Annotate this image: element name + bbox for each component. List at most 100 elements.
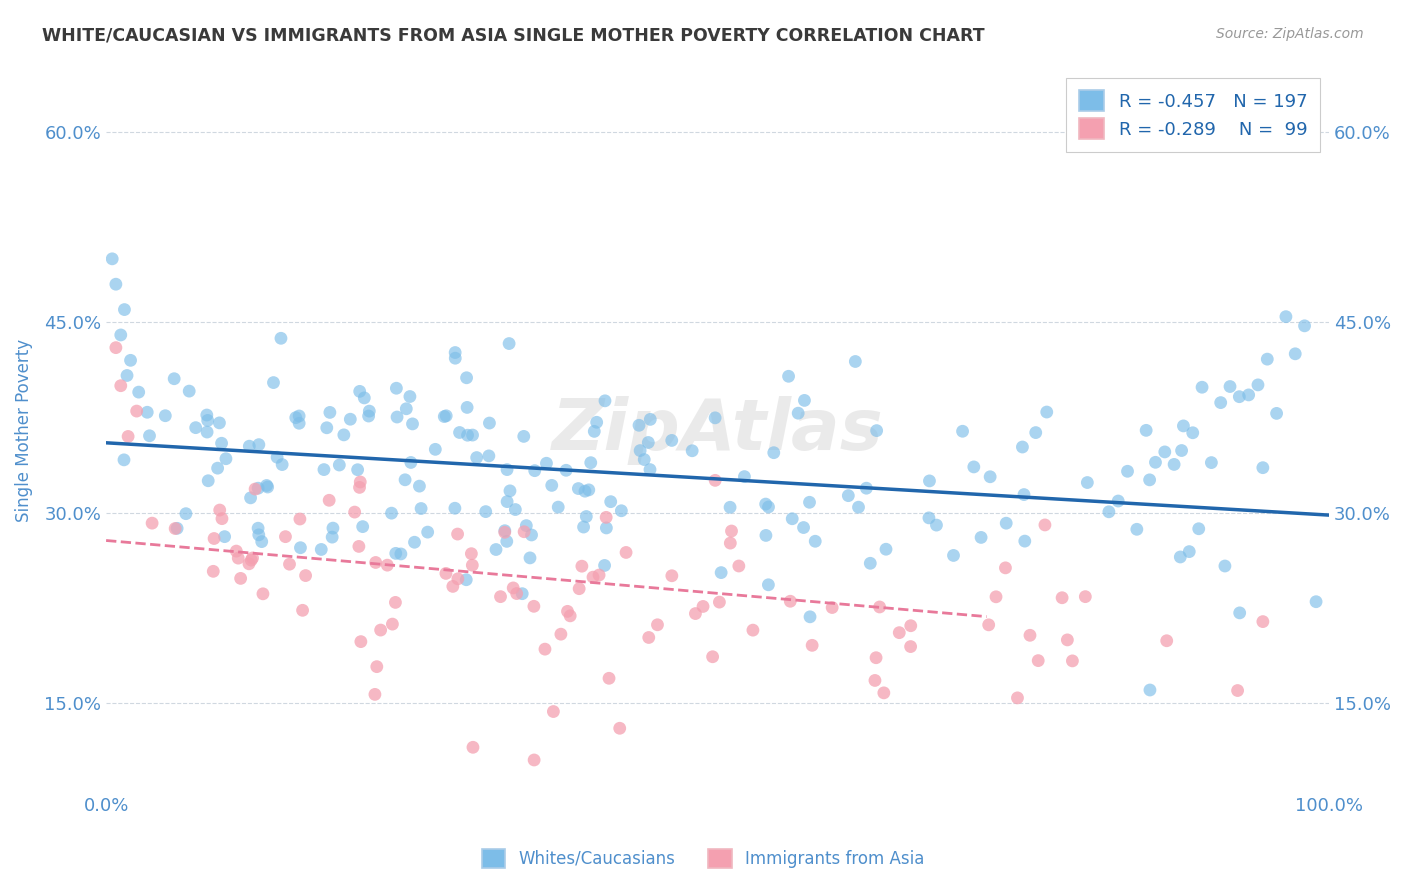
Point	[579, 456, 602, 470]
Point	[489, 590, 512, 604]
Point	[979, 469, 1001, 483]
Point	[977, 617, 1000, 632]
Point	[1213, 559, 1236, 574]
Point	[202, 532, 225, 546]
Point	[637, 631, 659, 645]
Point	[347, 540, 370, 554]
Point	[681, 443, 703, 458]
Point	[318, 493, 340, 508]
Point	[595, 521, 617, 535]
Point	[163, 372, 186, 386]
Point	[582, 570, 605, 584]
Point	[702, 649, 724, 664]
Point	[138, 429, 160, 443]
Point	[211, 436, 233, 450]
Point	[357, 409, 380, 423]
Point	[242, 551, 264, 566]
Point	[1170, 443, 1192, 458]
Point	[865, 650, 887, 665]
Point	[519, 550, 541, 565]
Point	[1116, 464, 1139, 478]
Point	[339, 412, 361, 426]
Point	[1012, 487, 1035, 501]
Point	[384, 546, 406, 560]
Point	[1256, 352, 1278, 367]
Point	[238, 557, 260, 571]
Point	[1026, 654, 1049, 668]
Point	[446, 527, 468, 541]
Point	[1076, 475, 1098, 490]
Point	[250, 534, 273, 549]
Point	[859, 556, 882, 570]
Point	[1139, 683, 1161, 698]
Point	[578, 483, 600, 497]
Point	[780, 512, 803, 526]
Point	[1144, 455, 1167, 469]
Point	[801, 638, 824, 652]
Point	[252, 587, 274, 601]
Point	[179, 384, 201, 398]
Point	[499, 483, 522, 498]
Point	[970, 530, 993, 544]
Point	[1251, 460, 1274, 475]
Point	[465, 450, 488, 465]
Point	[110, 378, 132, 392]
Point	[195, 408, 218, 422]
Point	[1237, 388, 1260, 402]
Point	[1219, 379, 1241, 393]
Point	[727, 559, 749, 574]
Point	[640, 412, 662, 426]
Point	[195, 425, 218, 439]
Point	[495, 534, 517, 549]
Point	[575, 509, 598, 524]
Point	[214, 530, 236, 544]
Point	[256, 478, 278, 492]
Point	[385, 410, 408, 425]
Point	[1181, 425, 1204, 440]
Point	[215, 451, 238, 466]
Point	[247, 521, 270, 535]
Point	[567, 482, 589, 496]
Point	[1201, 456, 1223, 470]
Point	[758, 500, 780, 514]
Point	[758, 578, 780, 592]
Point	[247, 528, 270, 542]
Point	[762, 445, 785, 459]
Point	[543, 705, 565, 719]
Point	[1191, 380, 1213, 394]
Point	[125, 404, 148, 418]
Point	[321, 530, 343, 544]
Point	[461, 558, 484, 573]
Point	[352, 519, 374, 533]
Point	[1139, 473, 1161, 487]
Point	[114, 302, 136, 317]
Point	[900, 640, 922, 654]
Point	[1173, 418, 1195, 433]
Point	[510, 587, 533, 601]
Point	[704, 474, 727, 488]
Point	[229, 571, 252, 585]
Point	[197, 413, 219, 427]
Point	[778, 369, 800, 384]
Point	[381, 617, 404, 632]
Point	[925, 518, 948, 533]
Point	[494, 525, 516, 540]
Point	[595, 510, 617, 524]
Point	[349, 475, 371, 489]
Point	[1163, 458, 1185, 472]
Point	[848, 500, 870, 515]
Point	[425, 442, 447, 457]
Point	[184, 420, 207, 434]
Point	[599, 494, 621, 508]
Point	[441, 579, 464, 593]
Point	[523, 599, 546, 614]
Point	[350, 634, 373, 648]
Point	[1275, 310, 1298, 324]
Point	[755, 528, 778, 542]
Point	[240, 553, 263, 567]
Point	[513, 429, 536, 443]
Point	[444, 345, 467, 359]
Point	[505, 586, 527, 600]
Point	[963, 459, 986, 474]
Point	[787, 406, 810, 420]
